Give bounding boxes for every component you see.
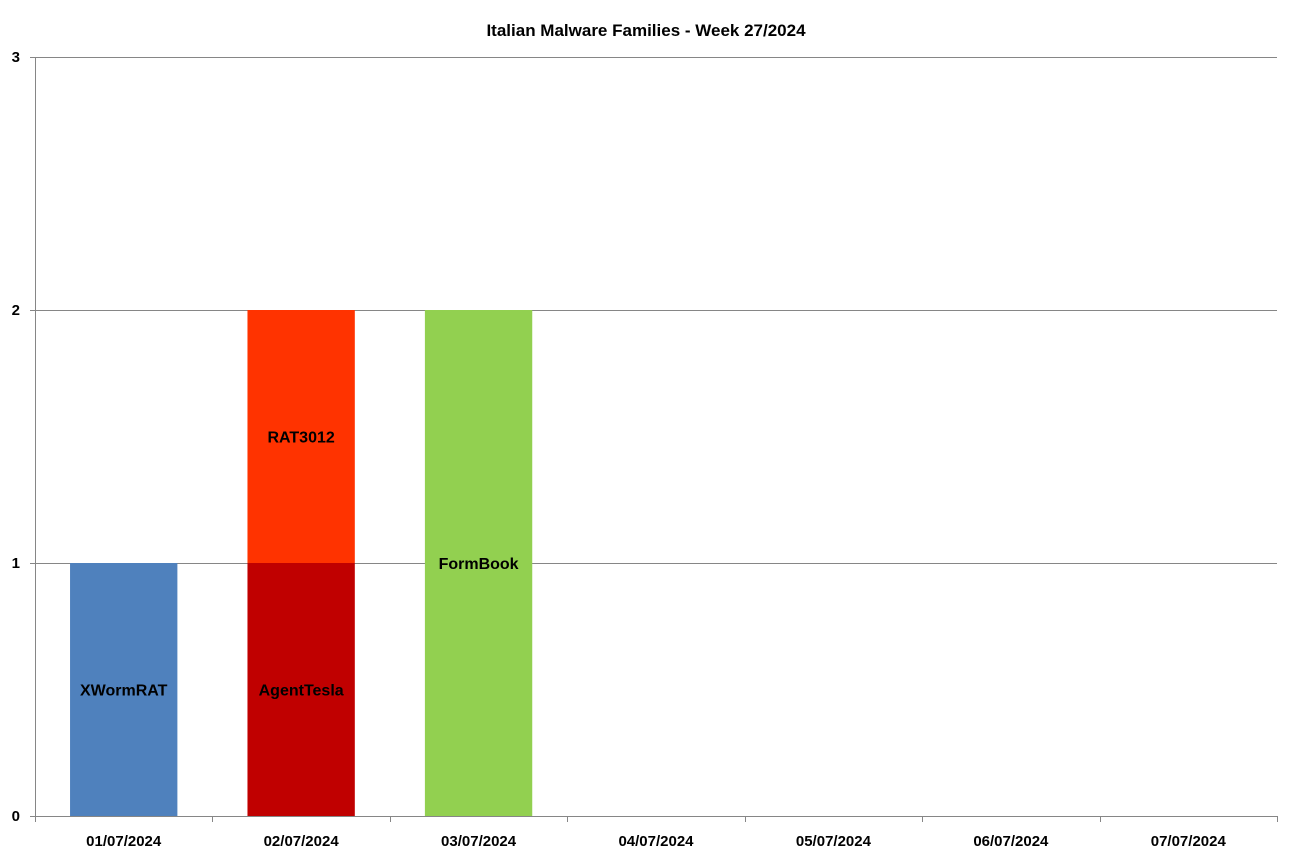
- bar-label: RAT3012: [267, 430, 334, 447]
- y-tick-label: 1: [12, 555, 20, 572]
- axes: [30, 57, 1278, 822]
- y-tick-label: 0: [12, 808, 20, 825]
- bar-label: FormBook: [439, 556, 519, 573]
- gridlines: [35, 57, 1277, 564]
- y-tick-label: 3: [12, 49, 20, 66]
- x-tick-label: 04/07/2024: [618, 833, 694, 850]
- x-tick-label: 01/07/2024: [86, 833, 162, 850]
- x-tick-label: 03/07/2024: [441, 833, 517, 850]
- bar-label: AgentTesla: [259, 683, 344, 700]
- bar-xwormrat: [70, 563, 178, 816]
- y-tick-labels: 0 1 2 3: [12, 49, 20, 825]
- x-tick-label: 02/07/2024: [264, 833, 340, 850]
- x-tick-label: 05/07/2024: [796, 833, 872, 850]
- bar-label: XWormRAT: [80, 683, 168, 700]
- x-tick-labels: 01/07/2024 02/07/2024 03/07/2024 04/07/2024…: [86, 833, 1226, 850]
- x-tick-label: 06/07/2024: [973, 833, 1049, 850]
- bar-formbook: [424, 310, 533, 816]
- x-tick-label: 07/07/2024: [1151, 833, 1227, 850]
- y-tick-label: 2: [12, 302, 20, 319]
- bar-agenttesla: [247, 563, 355, 816]
- chart-title: Italian Malware Families - Week 27/2024: [486, 21, 806, 40]
- bar-rat3012: [247, 310, 355, 563]
- bar-labels: XWormRAT AgentTesla RAT3012 FormBook: [80, 430, 519, 700]
- bars: [70, 310, 533, 816]
